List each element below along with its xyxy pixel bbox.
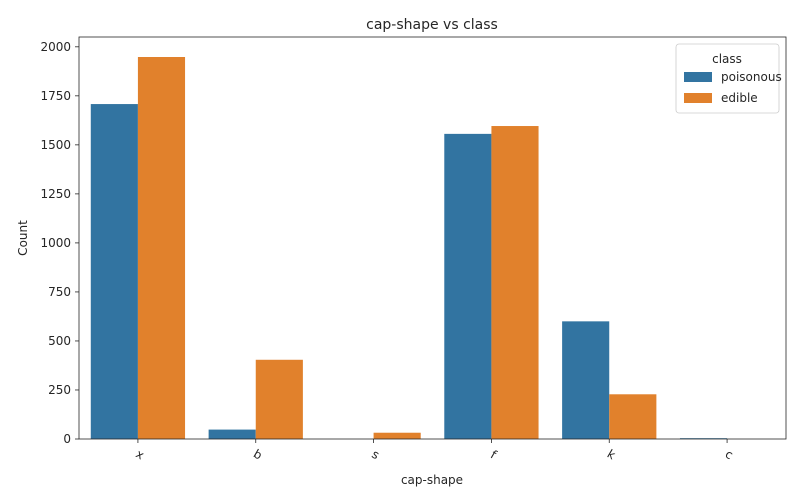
- bar-edible-x: [137, 57, 186, 439]
- legend-label-edible: edible: [721, 91, 758, 105]
- bars-layer: [90, 57, 728, 439]
- y-tick-label-1000: 1000: [40, 236, 71, 250]
- bar-edible-s: [373, 432, 421, 439]
- y-tick-label-750: 750: [48, 285, 71, 299]
- x-tick-label-x: x: [133, 447, 146, 463]
- chart-title: cap-shape vs class: [366, 17, 498, 33]
- bar-edible-k: [609, 394, 657, 439]
- bar-poisonous-b: [208, 429, 256, 439]
- y-tick-label-0: 0: [63, 432, 71, 446]
- y-tick-label-250: 250: [48, 383, 71, 397]
- y-tick-label-1500: 1500: [40, 138, 71, 152]
- legend-entries: poisonous edible: [684, 70, 782, 105]
- x-axis-label: cap-shape: [401, 473, 463, 487]
- x-tick-label-f: f: [488, 447, 499, 462]
- legend-title: class: [712, 52, 742, 66]
- y-tick-label-1250: 1250: [40, 187, 71, 201]
- bar-edible-f: [491, 126, 539, 439]
- y-tick-label-500: 500: [48, 334, 71, 348]
- x-tick-label-c: c: [723, 447, 736, 462]
- y-axis: 0 250 500 750 1000 1250 1500 1750 2000: [40, 40, 79, 446]
- plot-frame: [78, 36, 787, 440]
- x-tick-label-s: s: [369, 447, 381, 462]
- legend: class poisonous edible: [675, 43, 782, 114]
- legend-label-poisonous: poisonous: [721, 70, 782, 84]
- x-tick-label-k: k: [605, 447, 618, 463]
- bar-poisonous-x: [90, 104, 138, 439]
- x-tick-label-b: b: [251, 447, 265, 463]
- bar-poisonous-f: [444, 133, 492, 439]
- legend-swatch-edible: [684, 93, 712, 103]
- bar-edible-b: [255, 359, 303, 439]
- bar-poisonous-k: [562, 321, 610, 439]
- y-axis-label: Count: [16, 220, 30, 256]
- y-tick-label-2000: 2000: [40, 40, 71, 54]
- legend-swatch-poisonous: [684, 72, 712, 82]
- y-tick-label-1750: 1750: [40, 89, 71, 103]
